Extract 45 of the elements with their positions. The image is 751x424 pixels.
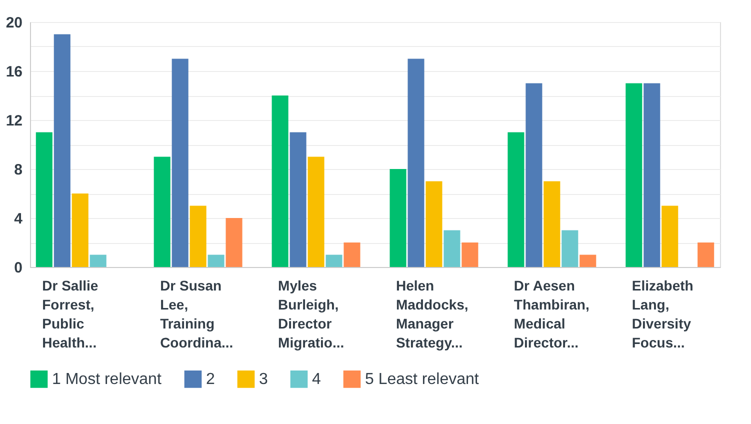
y-tick-label: 20 <box>6 14 22 32</box>
x-tick-label: Helen Maddocks, Manager Strategy... <box>396 278 468 350</box>
bar <box>208 254 224 267</box>
legend-label: 2 <box>206 371 215 388</box>
bar <box>562 230 578 267</box>
bar <box>190 206 206 267</box>
bar <box>308 156 324 267</box>
x-tick-label: Dr Aesen Thambiran, Medical Director... <box>514 278 590 350</box>
bar <box>698 242 714 267</box>
bar <box>72 194 88 267</box>
bar <box>662 206 678 267</box>
legend-label: 4 <box>312 371 321 388</box>
legend-label: 5 Least relevant <box>365 371 480 388</box>
bar <box>408 58 424 267</box>
x-tick-label: Dr Susan Lee, Training Coordina... <box>160 278 234 350</box>
x-tick-label: Dr Sallie Forrest, Public Health... <box>42 278 98 350</box>
bar <box>508 132 524 267</box>
bar <box>154 156 170 267</box>
bar <box>344 242 360 267</box>
y-tick-label: 12 <box>6 112 22 130</box>
legend-label: 3 <box>259 371 268 388</box>
y-tick-label: 0 <box>14 260 22 276</box>
bar <box>462 242 478 267</box>
bar <box>580 254 596 267</box>
y-tick-label: 16 <box>6 64 22 80</box>
bar <box>626 83 642 267</box>
bar <box>644 83 660 267</box>
bar <box>172 58 188 267</box>
y-tick-label: 8 <box>14 162 22 178</box>
bar <box>526 83 542 267</box>
bar <box>272 96 288 267</box>
bar <box>390 169 406 267</box>
x-tick-label: Elizabeth Lang, Diversity Focus... <box>632 278 694 350</box>
y-tick-label: 4 <box>14 210 24 228</box>
bar <box>326 254 342 267</box>
bar <box>426 181 442 267</box>
bar <box>90 254 106 267</box>
bar <box>290 132 306 267</box>
x-tick-label: Myles Burleigh, Director Migratio... <box>278 278 344 350</box>
bar <box>544 181 560 267</box>
bar <box>36 132 52 267</box>
legend-label: 1 Most relevant <box>52 371 162 388</box>
bar <box>444 230 460 267</box>
bar <box>226 218 242 267</box>
bar <box>54 34 70 267</box>
